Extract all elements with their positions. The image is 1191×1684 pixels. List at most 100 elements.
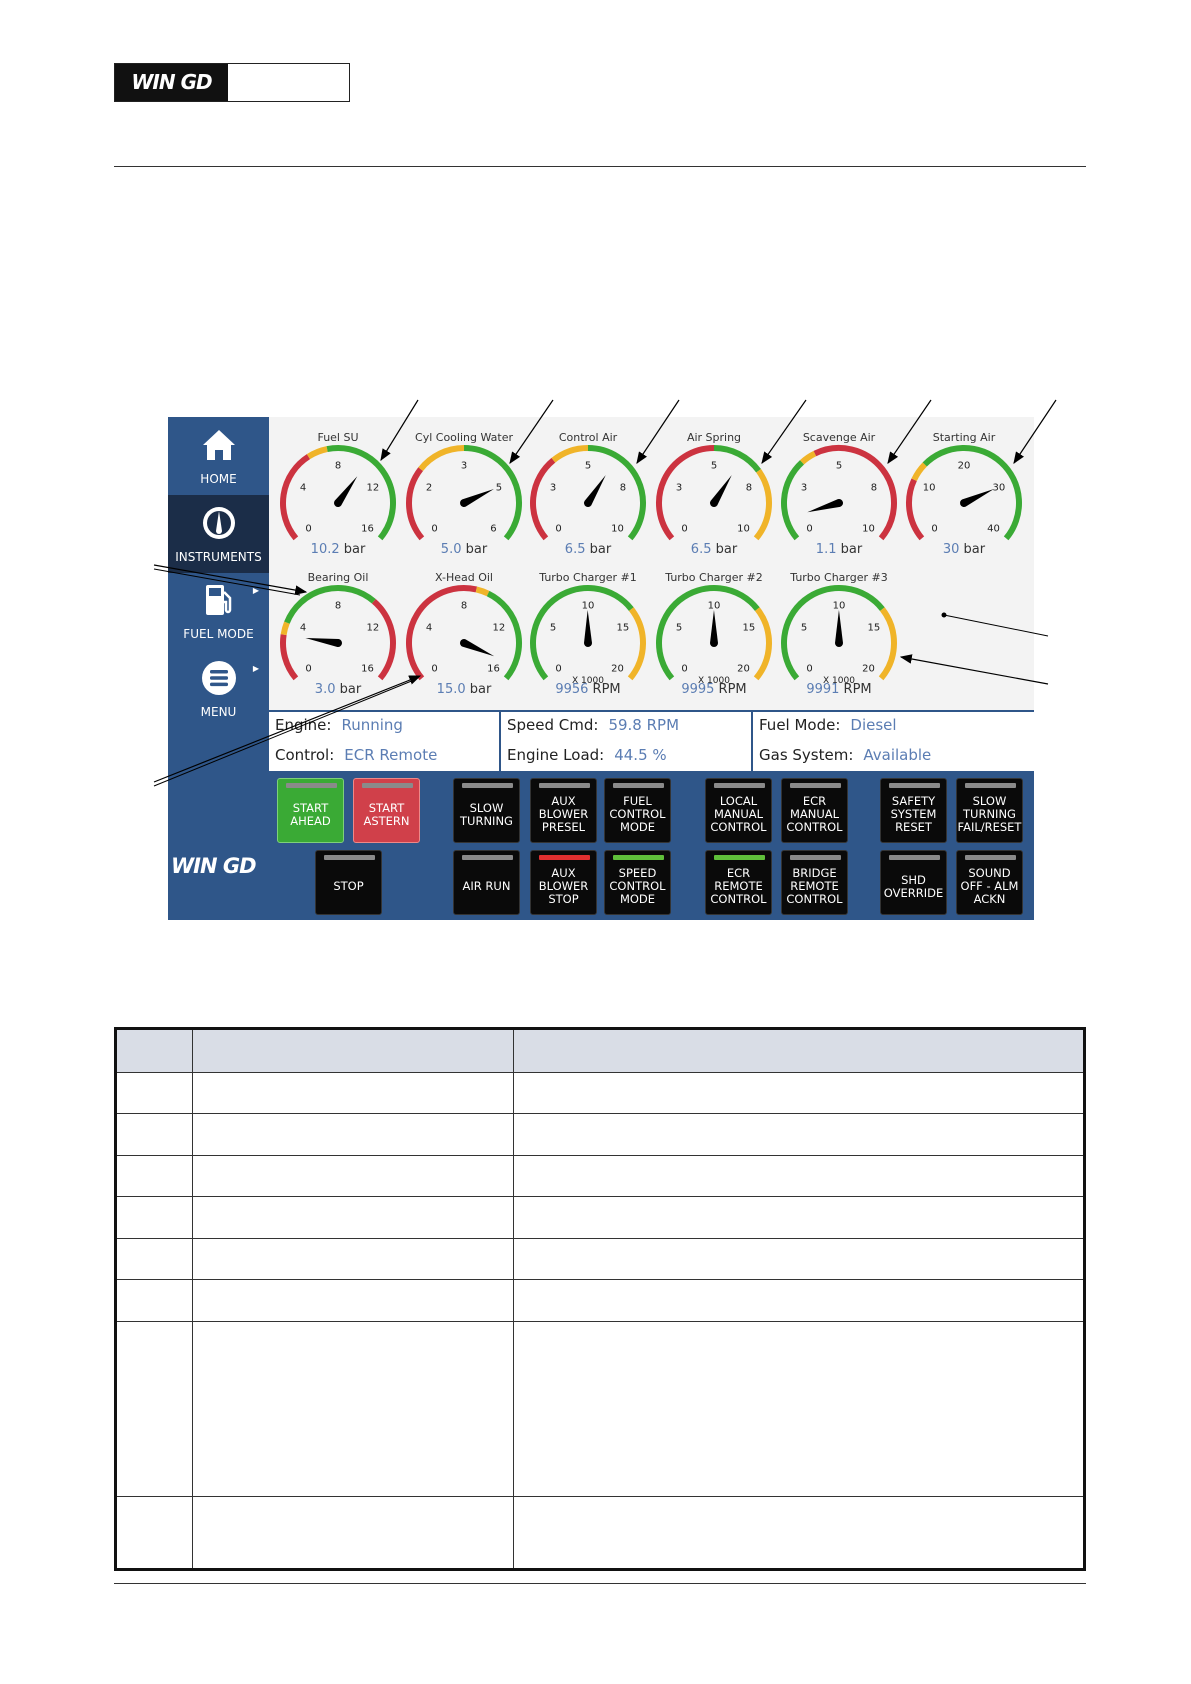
sidebar-item-home[interactable]: HOME: [168, 417, 269, 495]
gauge-band-yellow: [753, 469, 772, 541]
slow-turning-button[interactable]: SLOW TURNING: [453, 778, 520, 843]
gauge-band-yellow: [475, 586, 490, 597]
button-label: SHD OVERRIDE: [883, 872, 944, 900]
gauge-title: Fuel SU: [317, 431, 358, 444]
gauge-value: 30 bar: [943, 542, 986, 557]
callout-arrow: [1013, 399, 1057, 464]
wingd-logo: WIN GD: [171, 854, 257, 878]
callout-line: [153, 679, 415, 787]
sound-off-alm-ackn-button[interactable]: SOUND OFF - ALM ACKN: [956, 850, 1023, 915]
sidebar-item-instruments[interactable]: INSTRUMENTS: [168, 495, 269, 573]
aux-blower-presel-button[interactable]: AUX BLOWER PRESEL: [530, 778, 597, 843]
status-led: [462, 783, 513, 788]
submenu-arrow-icon: ▶: [252, 586, 259, 595]
start-astern-button[interactable]: START ASTERN: [353, 778, 420, 843]
callout-arrow: [380, 399, 419, 462]
gas-value: Available: [863, 746, 932, 764]
sidebar-item-menu[interactable]: ▶ MENU: [168, 650, 269, 728]
header-divider: [114, 166, 1086, 167]
gauge-tick-label: 20: [862, 664, 875, 675]
status-led: [324, 855, 375, 860]
gauge-tick-label: 10: [923, 483, 936, 494]
status-led: [462, 855, 513, 860]
gauge-band-green: [530, 585, 634, 681]
gauge-tick-label: 20: [737, 664, 750, 675]
gauge-value: 5.0 bar: [441, 542, 488, 557]
wingd-logo: WIN GD: [115, 64, 228, 101]
safety-system-reset-button[interactable]: SAFETY SYSTEM RESET: [880, 778, 947, 843]
gauge-band-red: [371, 598, 396, 681]
gauge-band-red: [813, 445, 897, 541]
gauge-needle: [460, 639, 495, 657]
callout-line: [153, 568, 301, 596]
fuel-status-column: Fuel Mode: Diesel Gas System: Available: [753, 712, 1034, 771]
gauge-tick-label: 0: [806, 664, 812, 675]
gauge-band-red: [656, 445, 715, 541]
gauge-title: Turbo Charger #2: [664, 571, 762, 584]
gauge-tick-label: 12: [493, 623, 506, 634]
engine-status-column: Engine:Running Control: ECR Remote: [269, 712, 501, 771]
gauge-cyl-cooling-water: Cyl Cooling Water 0 2 3 5 65.0 bar: [406, 431, 522, 557]
gauge-tick-label: 0: [431, 664, 437, 675]
gauge-title: Bearing Oil: [308, 571, 369, 584]
shd-override-button[interactable]: SHD OVERRIDE: [880, 850, 947, 915]
air-run-button[interactable]: AIR RUN: [453, 850, 520, 915]
gauge-tick-label: 16: [361, 524, 374, 535]
gauge-band-red: [280, 634, 299, 681]
gauge-needle: [460, 489, 494, 507]
sidebar-item-label: HOME: [200, 472, 237, 486]
slow-turning-fail-reset-button[interactable]: SLOW TURNING FAIL/RESET: [956, 778, 1023, 843]
status-led: [362, 783, 413, 788]
gauge-tick-label: 6: [490, 524, 496, 535]
ecr-remote-control-button[interactable]: ECR REMOTE CONTROL: [705, 850, 772, 915]
gauge-tick-label: 15: [617, 623, 630, 634]
gauge-value: 15.0 bar: [437, 682, 492, 697]
sidebar: HOME INSTRUMENTS ▶ FUEL MODE ▶ MENU WIN …: [168, 417, 269, 920]
speed-control-mode-button[interactable]: SPEED CONTROL MODE: [604, 850, 671, 915]
gauge-tick-label: 0: [555, 524, 561, 535]
button-label: AUX BLOWER STOP: [538, 866, 589, 906]
fuel-value: Diesel: [850, 716, 897, 734]
button-label: LOCAL MANUAL CONTROL: [710, 794, 767, 834]
gauge-tick-label: 8: [871, 483, 877, 494]
gauge-tick-label: 10: [611, 524, 624, 535]
gauge-needle: [710, 610, 718, 647]
stop-button[interactable]: STOP: [315, 850, 382, 915]
gauge-needle: [334, 476, 358, 507]
button-label: START AHEAD: [290, 800, 331, 828]
gauge-tick-label: 0: [681, 664, 687, 675]
status-led: [889, 855, 940, 860]
gauge-title: X-Head Oil: [435, 571, 493, 584]
status-led: [889, 783, 940, 788]
gauge-tick-label: 10: [582, 601, 595, 612]
gauge-band-green: [656, 585, 760, 681]
gauge-needle: [960, 489, 994, 507]
control-status: Control: ECR Remote: [275, 746, 437, 764]
gauge-tick-label: 5: [676, 623, 682, 634]
gauge-tick-label: 0: [431, 524, 437, 535]
gauge-band-green: [587, 445, 646, 541]
gauge-tick-label: 8: [335, 601, 341, 612]
control-value: ECR Remote: [344, 746, 438, 764]
aux-blower-stop-button[interactable]: AUX BLOWER STOP: [530, 850, 597, 915]
button-label: ECR REMOTE CONTROL: [710, 866, 767, 906]
local-manual-control-button[interactable]: LOCAL MANUAL CONTROL: [705, 778, 772, 843]
callout-arrow: [153, 564, 308, 595]
start-ahead-button[interactable]: START AHEAD: [277, 778, 344, 843]
gauge-tick-label: 0: [305, 524, 311, 535]
fuel-control-mode-button[interactable]: FUEL CONTROL MODE: [604, 778, 671, 843]
gauge-tick-label: 5: [711, 461, 717, 472]
gauge-tick-label: 5: [550, 623, 556, 634]
status-led: [790, 855, 841, 860]
button-label: AIR RUN: [462, 879, 511, 893]
gauge-tick-label: 12: [367, 483, 380, 494]
gauge-tick-label: 20: [958, 461, 971, 472]
sidebar-item-fuel-mode[interactable]: ▶ FUEL MODE: [168, 572, 269, 650]
bridge-remote-control-button[interactable]: BRIDGE REMOTE CONTROL: [781, 850, 848, 915]
callout-arrow: [761, 399, 807, 464]
gauge-bearing-oil: Bearing Oil 0 4 8 12 16 3.0 bar: [280, 571, 396, 697]
gauge-scavenge-air: Scavenge Air 0 3 5 8 10 1.1 bar: [781, 431, 897, 557]
ecr-manual-control-button[interactable]: ECR MANUAL CONTROL: [781, 778, 848, 843]
